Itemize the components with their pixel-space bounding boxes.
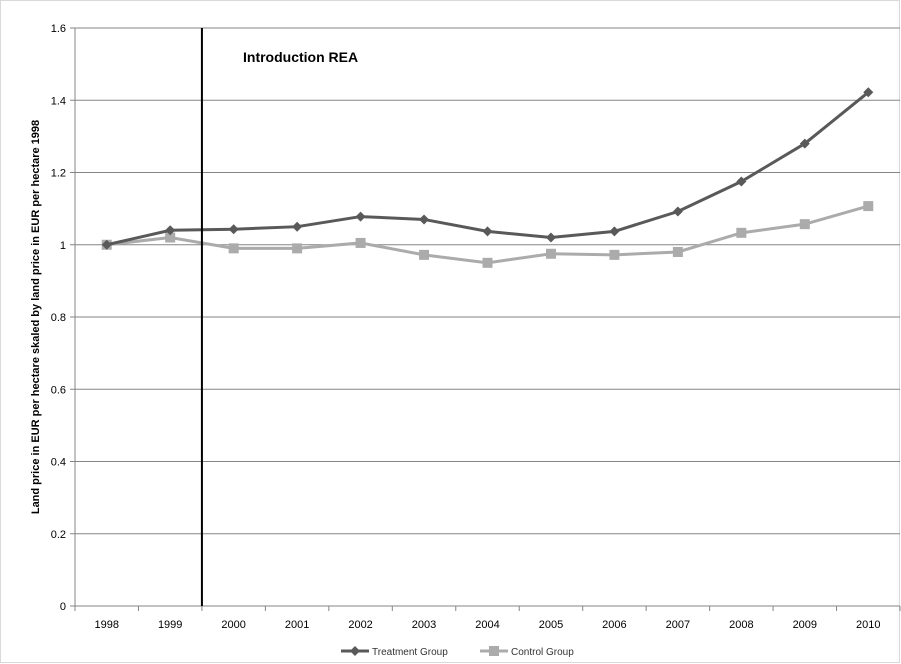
x-tick-label: 2000 [221, 619, 245, 631]
data-point [419, 214, 430, 225]
y-tick-label: 1.4 [51, 95, 66, 107]
legend-item: Control Group [480, 646, 574, 658]
y-tick-label: 1 [60, 240, 66, 252]
introduction-annotation: Introduction REA [243, 49, 358, 65]
legend-item: Treatment Group [341, 646, 448, 658]
data-point [101, 239, 112, 250]
data-point [736, 176, 747, 187]
x-tick-label: 2001 [285, 619, 309, 631]
data-point [799, 219, 810, 230]
data-point [355, 211, 366, 222]
data-point [165, 232, 176, 243]
x-tick-label: 2008 [729, 619, 753, 631]
y-axis-label: Land price in EUR per hectare skaled by … [30, 120, 42, 514]
y-tick-labels: 0 0.2 0.4 0.6 0.8 1 1.2 1.4 1.6 [51, 23, 66, 613]
x-tick-label: 2005 [539, 619, 563, 631]
x-tick-labels: 1998 1999 2000 2001 2002 2003 2004 2005 2006 2007… [94, 619, 880, 631]
x-tick-label: 2006 [602, 619, 626, 631]
y-tick-label: 1.6 [51, 23, 66, 35]
x-tick-label: 2007 [666, 619, 690, 631]
y-tick-label: 0.4 [51, 457, 66, 469]
series-line [106, 91, 870, 247]
data-point [863, 87, 874, 98]
x-tick-label: 2003 [412, 619, 436, 631]
data-point [736, 227, 747, 238]
x-tick-label: 2009 [793, 619, 817, 631]
data-point [350, 646, 360, 656]
data-point [545, 232, 556, 243]
legend-label: Treatment Group [372, 647, 448, 658]
y-tick-label: 0.6 [51, 384, 66, 396]
y-tick-label: 0 [60, 601, 66, 613]
axes [74, 28, 901, 611]
x-tick-label: 1998 [94, 619, 118, 631]
data-point [672, 246, 683, 257]
data-point [609, 226, 620, 237]
data-point [419, 249, 430, 260]
data-point [292, 221, 303, 232]
data-point [165, 225, 176, 236]
x-tick-label: 2004 [475, 619, 499, 631]
x-tick-label: 1999 [158, 619, 182, 631]
x-tick-label: 2002 [348, 619, 372, 631]
data-point [672, 206, 683, 217]
data-point [228, 243, 239, 254]
x-tick-label: 2010 [856, 619, 880, 631]
data-point [482, 226, 493, 237]
data-point [799, 138, 810, 149]
data-point [609, 249, 620, 260]
series-treatment-group [101, 87, 874, 250]
data-point [482, 257, 493, 268]
y-tick-label: 0.8 [51, 312, 66, 324]
gridlines [70, 27, 900, 607]
y-tick-label: 1.2 [51, 168, 66, 180]
data-point [355, 237, 366, 248]
y-tick-label: 0.2 [51, 529, 66, 541]
legend: Treatment Group Control Group [341, 646, 574, 658]
series-control-group [101, 201, 874, 268]
legend-label: Control Group [511, 647, 574, 658]
data-point [228, 224, 239, 235]
series-layer [101, 87, 874, 268]
data-point [489, 646, 499, 656]
data-point [292, 243, 303, 254]
data-point [545, 248, 556, 259]
data-point [863, 201, 874, 212]
